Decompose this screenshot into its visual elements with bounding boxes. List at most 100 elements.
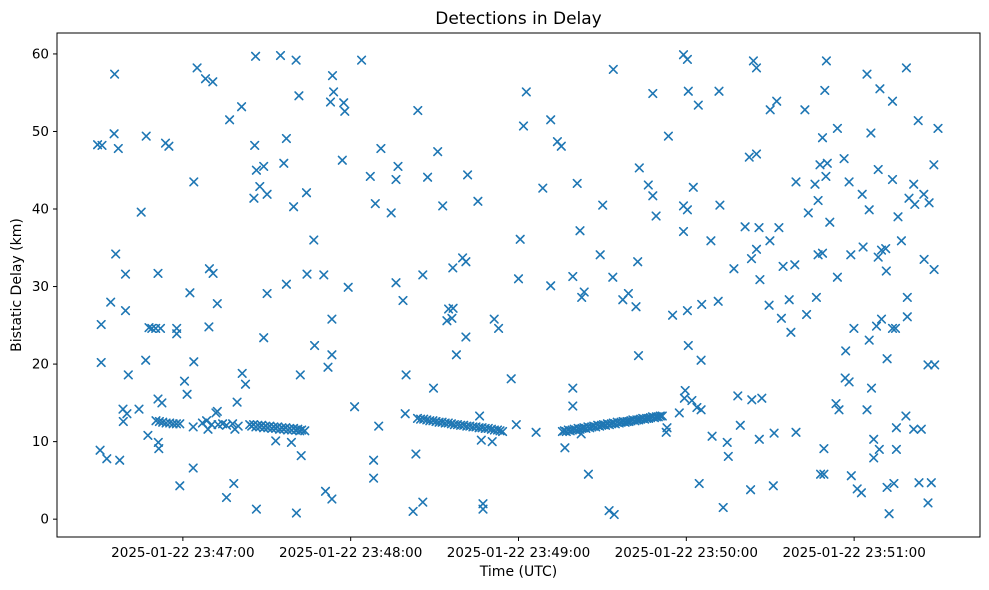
data-point-marker bbox=[208, 268, 218, 278]
data-point-marker bbox=[476, 435, 486, 445]
data-point-marker bbox=[923, 498, 933, 508]
data-point-marker bbox=[343, 282, 353, 292]
x-tick-label: 2025-01-22 23:50:00 bbox=[615, 545, 758, 561]
data-point-marker bbox=[153, 268, 163, 278]
data-point-marker bbox=[678, 226, 689, 237]
data-point-marker bbox=[447, 313, 457, 323]
data-point-marker bbox=[748, 56, 758, 66]
data-point-marker bbox=[757, 393, 767, 403]
data-point-marker bbox=[909, 179, 919, 189]
data-point-marker bbox=[873, 164, 883, 175]
data-point-marker bbox=[251, 504, 261, 514]
data-point-marker bbox=[609, 509, 619, 520]
data-point-marker bbox=[706, 236, 716, 246]
data-point-marker bbox=[679, 393, 689, 403]
data-point-marker bbox=[393, 161, 403, 171]
data-point-marker bbox=[864, 335, 874, 345]
data-point-marker bbox=[294, 91, 304, 101]
data-point-marker bbox=[902, 292, 912, 302]
data-point-marker bbox=[910, 199, 920, 209]
data-point-marker bbox=[249, 193, 259, 203]
data-point-marker bbox=[155, 323, 166, 333]
data-point-marker bbox=[185, 288, 195, 298]
data-point-marker bbox=[846, 250, 856, 260]
y-tick-label: 10 bbox=[32, 434, 49, 450]
data-point-marker bbox=[882, 482, 892, 492]
data-point-marker bbox=[929, 160, 939, 170]
data-point-marker bbox=[696, 355, 706, 365]
data-point-marker bbox=[296, 451, 306, 461]
data-point-marker bbox=[374, 421, 384, 431]
data-point-marker bbox=[866, 128, 876, 138]
data-point-marker bbox=[370, 199, 380, 209]
data-point-marker bbox=[929, 264, 939, 275]
data-point-marker bbox=[337, 155, 347, 165]
data-point-marker bbox=[733, 391, 743, 401]
data-point-marker bbox=[819, 469, 829, 479]
data-point-marker bbox=[713, 296, 723, 306]
data-point-marker bbox=[262, 189, 272, 199]
data-point-marker bbox=[233, 421, 243, 431]
data-point-marker bbox=[192, 63, 202, 73]
data-point-marker bbox=[259, 161, 269, 171]
data-point-marker bbox=[106, 297, 116, 307]
data-point-marker bbox=[913, 116, 923, 126]
data-point-marker bbox=[164, 141, 174, 151]
data-point-marker bbox=[329, 87, 339, 97]
data-point-marker bbox=[200, 74, 211, 84]
data-point-marker bbox=[546, 115, 556, 125]
y-tick-label: 50 bbox=[32, 124, 49, 140]
data-point-marker bbox=[862, 405, 872, 415]
data-point-marker bbox=[568, 401, 578, 411]
data-point-marker bbox=[916, 424, 926, 434]
data-point-marker bbox=[143, 430, 153, 440]
data-point-marker bbox=[255, 181, 265, 192]
data-point-marker bbox=[933, 123, 943, 133]
data-point-marker bbox=[755, 275, 765, 285]
data-point-marker bbox=[844, 177, 854, 187]
data-point-marker bbox=[765, 105, 775, 115]
data-point-marker bbox=[881, 266, 891, 276]
data-point-marker bbox=[598, 200, 608, 210]
data-point-marker bbox=[111, 249, 121, 259]
data-point-marker bbox=[595, 250, 605, 260]
data-point-marker bbox=[511, 420, 521, 430]
data-point-marker bbox=[327, 350, 337, 360]
data-point-marker bbox=[188, 463, 198, 473]
data-point-marker bbox=[473, 196, 483, 206]
data-point-marker bbox=[729, 264, 739, 274]
x-tick-label: 2025-01-22 23:47:00 bbox=[111, 545, 254, 561]
data-point-marker bbox=[489, 314, 499, 324]
data-point-marker bbox=[914, 478, 924, 488]
data-point-marker bbox=[221, 492, 232, 503]
data-point-marker bbox=[634, 163, 644, 173]
data-point-marker bbox=[856, 488, 866, 498]
data-point-marker bbox=[723, 451, 733, 461]
data-point-marker bbox=[259, 333, 269, 343]
data-point-marker bbox=[495, 426, 505, 436]
data-point-marker bbox=[844, 377, 854, 387]
data-point-marker bbox=[369, 473, 379, 483]
data-point-marker bbox=[300, 426, 310, 436]
y-tick-label: 40 bbox=[32, 202, 49, 218]
data-point-marker bbox=[498, 426, 508, 437]
data-point-marker bbox=[754, 434, 764, 444]
data-point-marker bbox=[463, 170, 473, 180]
data-point-marker bbox=[568, 383, 578, 393]
data-point-marker bbox=[873, 252, 883, 262]
data-point-marker bbox=[572, 178, 582, 188]
data-point-marker bbox=[901, 411, 911, 421]
data-point-marker bbox=[208, 77, 218, 87]
data-point-marker bbox=[413, 105, 423, 116]
data-point-marker bbox=[123, 370, 133, 380]
data-point-marker bbox=[515, 234, 525, 244]
data-point-marker bbox=[858, 242, 868, 252]
data-point-marker bbox=[96, 357, 106, 368]
data-point-marker bbox=[309, 235, 319, 245]
data-point-marker bbox=[655, 411, 665, 421]
data-point-marker bbox=[901, 63, 911, 73]
data-point-marker bbox=[674, 408, 684, 418]
data-point-marker bbox=[212, 299, 222, 309]
data-point-marker bbox=[494, 323, 504, 333]
